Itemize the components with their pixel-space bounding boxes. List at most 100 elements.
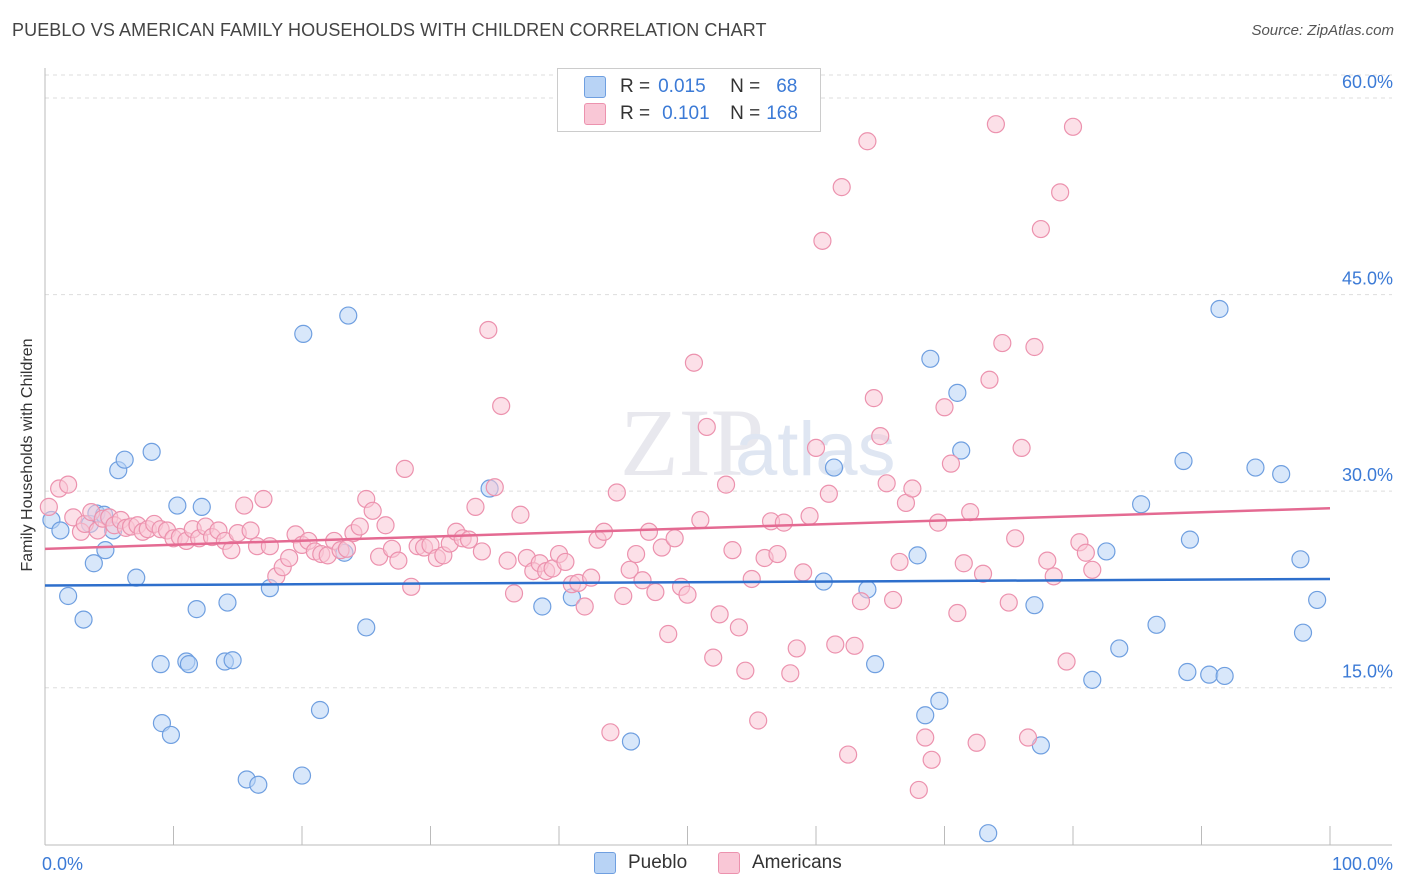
pueblo-point [621,732,641,751]
source-label: Source: ZipAtlas.com [1251,22,1394,39]
americans-point [337,539,357,558]
pueblo-point [930,691,949,710]
americans-point [684,353,704,372]
americans-point [1057,652,1076,671]
pueblo-point [249,775,268,794]
americans-point [626,544,646,564]
pueblo-point [223,651,242,670]
pueblo-point [1246,458,1265,477]
americans-point [1025,337,1044,357]
americans-point [813,231,832,250]
bottom-legend: Pueblo Americans [0,852,1406,878]
americans-point [839,745,858,764]
pueblo-trend-line [44,577,1331,587]
americans-point [999,593,1018,612]
pueblo-point [908,546,927,565]
pueblo-point [168,496,187,515]
americans-point [485,478,504,497]
legend-row-americans: R = 0.101 N = 168 [584,102,798,126]
y-tick-label: 30.0% [1342,465,1393,485]
bottom-legend-americans: Americans [718,852,842,874]
americans-point [883,590,903,610]
pueblo-point [1083,670,1102,689]
americans-point [376,516,395,535]
americans-point [1038,551,1057,570]
americans-point [973,564,993,583]
pueblo-point [1178,662,1197,682]
y-tick-label: 60.0% [1342,72,1393,92]
pueblo-point [161,725,181,745]
americans-point [620,560,639,579]
americans-point [826,635,845,654]
americans-point [864,389,883,408]
pueblo-point [1210,299,1229,319]
legend-pueblo-r-value: 0.015 [658,76,706,97]
pueblo-point [292,766,312,785]
americans-point [819,484,838,503]
americans-point [350,517,369,536]
pueblo-point [1291,550,1310,569]
americans-point [716,475,736,494]
americans-point [697,417,716,437]
legend-americans-n-label: N = [730,103,761,124]
americans-point [280,548,299,568]
pueblo-point [916,706,935,725]
legend-box: R = 0.015 N = 68 R = 0.101 N = 168 [557,68,821,132]
americans-point [1076,543,1095,562]
pueblo-point [979,824,998,843]
americans-point [479,320,498,340]
legend-americans-n-value: 168 [766,103,798,124]
pueblo-point [1215,666,1234,686]
americans-point [646,582,665,602]
americans-point [1031,219,1050,239]
pueblo-point [1200,665,1219,684]
pueblo-point [179,655,199,674]
americans-point [781,664,800,683]
americans-point [749,711,768,730]
americans-point [845,636,864,655]
pueblo-point [1110,639,1129,658]
americans-point [871,427,890,446]
legend-americans-r-label: R = [620,103,651,124]
americans-point [222,541,241,560]
americans-point [935,398,954,417]
americans-point [575,597,594,616]
pueblo-point [357,618,376,637]
americans-point [59,475,78,494]
x-tick-label-max: 100.0% [1332,854,1393,874]
pueblo-point [866,655,885,674]
americans-point [954,554,973,573]
americans-point [961,503,980,522]
pueblo-point [921,349,940,368]
pueblo-point [218,593,237,612]
americans-point [877,474,896,493]
americans-point [498,551,517,570]
americans-point [800,506,819,526]
pueblo-point [151,655,170,674]
bottom-americans-swatch [718,852,740,874]
pueblo-point [1174,451,1193,471]
pueblo-point [948,383,967,402]
bottom-legend-pueblo: Pueblo [594,852,687,874]
legend-pueblo-n-value: 68 [776,76,798,97]
americans-point [922,750,941,769]
americans-point [710,605,729,624]
pueblo-point [84,554,103,573]
americans-point [607,483,626,502]
americans-point [466,497,485,516]
americans-point [556,552,575,572]
legend-pueblo-r-label: R = [620,76,651,97]
americans-point [1051,183,1070,202]
americans-point [704,648,723,667]
americans-point [472,542,491,561]
americans-point [787,639,806,658]
legend-pueblo-n-label: N = [730,76,761,97]
americans-point [235,496,254,515]
americans-point [601,723,620,742]
americans-point [39,497,58,516]
legend-americans-r-value: 0.101 [662,103,710,124]
grid-layer [45,74,1392,689]
pueblo-point [51,521,70,540]
americans-point [890,552,909,572]
x-tick-label-min: 0.0% [42,854,83,874]
